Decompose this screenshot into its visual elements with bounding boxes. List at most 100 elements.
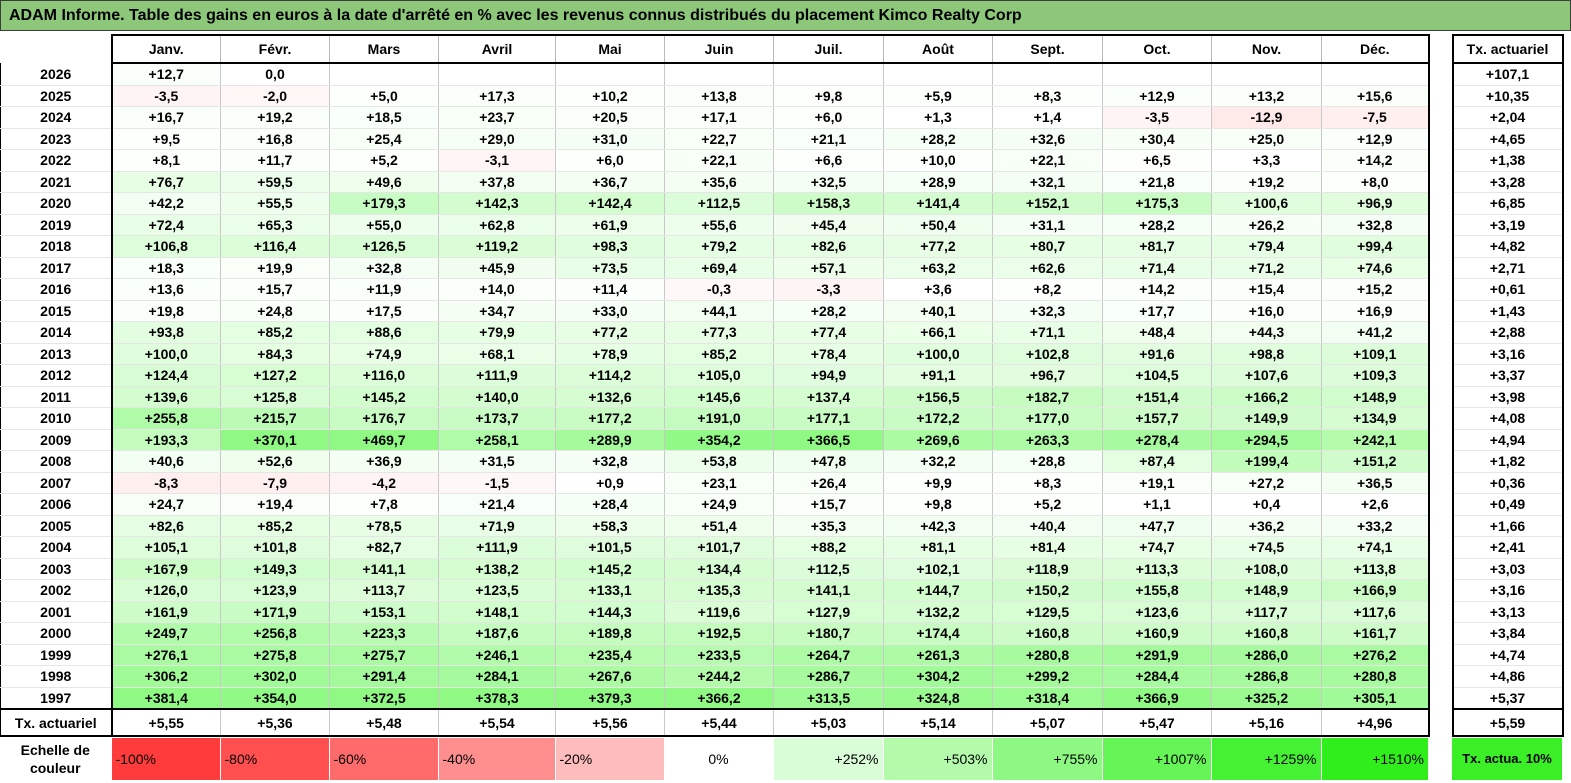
column-gap (1429, 300, 1453, 322)
gain-cell: +29,0 (438, 128, 556, 150)
gain-cell: +123,9 (220, 579, 330, 602)
table-row: 2001 +161,9 +171,9 +153,1 +148,1 +144,3 +119,6… (0, 601, 1564, 623)
gain-cell: +284,1 (438, 665, 556, 688)
gain-cell (1321, 63, 1430, 86)
gain-cell: -3,1 (438, 149, 556, 172)
gain-cell: +366,9 (1102, 687, 1212, 710)
table-row: 2002 +126,0 +123,9 +113,7 +123,5 +133,1 +135,3… (0, 579, 1564, 602)
gain-cell (438, 63, 556, 86)
gain-cell: +284,4 (1102, 665, 1212, 688)
table-row: 2009 +193,3 +370,1 +469,7 +258,1 +289,9 +354,2… (0, 429, 1564, 451)
gain-cell: +77,3 (664, 321, 774, 344)
gain-cell: +73,5 (555, 257, 665, 279)
month-header: Févr. (220, 34, 330, 64)
gain-cell: +324,8 (883, 687, 993, 710)
gain-cell: +76,7 (110, 171, 221, 193)
gain-cell: +79,4 (1211, 235, 1322, 258)
gain-cell: +49,6 (329, 171, 439, 193)
actuarial-rate-cell: +3,84 (1451, 622, 1564, 645)
color-scale-swatch: +252% (772, 738, 883, 780)
gain-cell: +14,2 (1102, 278, 1212, 301)
year-cell: 2003 (0, 558, 112, 580)
gain-cell: +15,6 (1321, 85, 1430, 107)
gain-cell: +291,9 (1102, 644, 1212, 666)
gain-cell (883, 63, 993, 86)
gain-cell: +32,6 (992, 128, 1103, 150)
gain-cell: +138,2 (438, 558, 556, 580)
gain-cell: +117,7 (1211, 601, 1322, 623)
gain-cell: +8,1 (110, 149, 221, 172)
gain-cell: +306,2 (110, 665, 221, 688)
gain-cell: +74,9 (329, 343, 439, 365)
gain-cell: +118,9 (992, 558, 1103, 580)
gain-cell: +160,8 (992, 622, 1103, 645)
gain-cell: +22,1 (992, 149, 1103, 172)
gain-cell: +156,5 (883, 386, 993, 408)
gain-cell: +129,5 (992, 601, 1103, 623)
color-scale-swatch: +1510% (1320, 738, 1428, 780)
table-row: 1999 +276,1 +275,8 +275,7 +246,1 +235,4 +233,5… (0, 644, 1564, 666)
gain-cell: +35,3 (773, 515, 884, 537)
gain-cell: +40,4 (992, 515, 1103, 537)
gain-cell: +66,1 (883, 321, 993, 344)
actuarial-rate-cell: +3,28 (1451, 171, 1564, 193)
gain-cell: +85,2 (664, 343, 774, 365)
month-header: Mars (329, 34, 439, 64)
gain-cell: +91,6 (1102, 343, 1212, 365)
gain-cell: +94,9 (773, 364, 884, 387)
gain-cell: +44,1 (664, 300, 774, 322)
gain-cell: +62,8 (438, 214, 556, 236)
gain-cell: +88,6 (329, 321, 439, 344)
gain-cell: +16,0 (1211, 300, 1322, 322)
actuarial-rate-cell: +4,94 (1451, 429, 1564, 451)
table-row: 2021 +76,7 +59,5 +49,6 +37,8 +36,7 +35,6 +32,5 +… (0, 171, 1564, 193)
gain-cell: +11,9 (329, 278, 439, 301)
gain-cell: +354,2 (664, 429, 774, 451)
gain-cell: +28,2 (883, 128, 993, 150)
month-header: Avril (438, 34, 556, 64)
gain-cell: +69,4 (664, 257, 774, 279)
gain-cell: +126,0 (110, 579, 221, 602)
gain-cell: +51,4 (664, 515, 774, 537)
gain-cell: +366,5 (773, 429, 884, 451)
month-header: Juil. (773, 34, 884, 64)
gain-cell: +36,7 (555, 171, 665, 193)
gain-cell: +82,6 (110, 515, 221, 537)
gain-cell: +41,2 (1321, 321, 1430, 344)
gain-cell: +249,7 (110, 622, 221, 645)
gain-cell: +172,2 (883, 407, 993, 430)
actuarial-month-cell: +5,36 (220, 709, 330, 737)
gain-cell: +113,7 (329, 579, 439, 602)
gain-cell: +32,8 (1321, 214, 1430, 236)
actuarial-month-cell: +5,44 (664, 709, 774, 737)
gain-cell: +47,8 (773, 450, 884, 473)
gain-cell: +325,2 (1211, 687, 1322, 710)
table-row: 2005 +82,6 +85,2 +78,5 +71,9 +58,3 +51,4 +35,3 +… (0, 515, 1564, 537)
gain-cell: +91,1 (883, 364, 993, 387)
gain-cell: +0,9 (555, 472, 665, 494)
gain-cell: -4,2 (329, 472, 439, 494)
gain-cell: +8,2 (992, 278, 1103, 301)
gain-cell: +381,4 (110, 687, 221, 710)
gain-cell: +25,0 (1211, 128, 1322, 150)
gain-cell: +17,5 (329, 300, 439, 322)
gain-cell: +180,7 (773, 622, 884, 645)
gain-cell: +93,8 (110, 321, 221, 344)
year-cell: 2020 (0, 192, 112, 215)
gain-cell: +9,5 (110, 128, 221, 150)
gain-cell: +105,1 (110, 536, 221, 559)
actuarial-month-cell: +5,54 (438, 709, 556, 737)
gain-cell: +151,2 (1321, 450, 1430, 473)
gain-cell: +140,0 (438, 386, 556, 408)
gain-cell: +24,8 (220, 300, 330, 322)
gain-cell (992, 63, 1103, 86)
gain-cell: +148,9 (1321, 386, 1430, 408)
actuarial-rate-cell: +0,61 (1451, 278, 1564, 301)
gain-cell: +45,4 (773, 214, 884, 236)
gain-cell: +114,2 (555, 364, 665, 387)
year-cell: 2022 (0, 149, 112, 172)
gain-cell: +278,4 (1102, 429, 1212, 451)
gain-cell: +77,2 (883, 235, 993, 258)
gain-cell: +71,9 (438, 515, 556, 537)
gain-cell: +280,8 (1321, 665, 1430, 688)
